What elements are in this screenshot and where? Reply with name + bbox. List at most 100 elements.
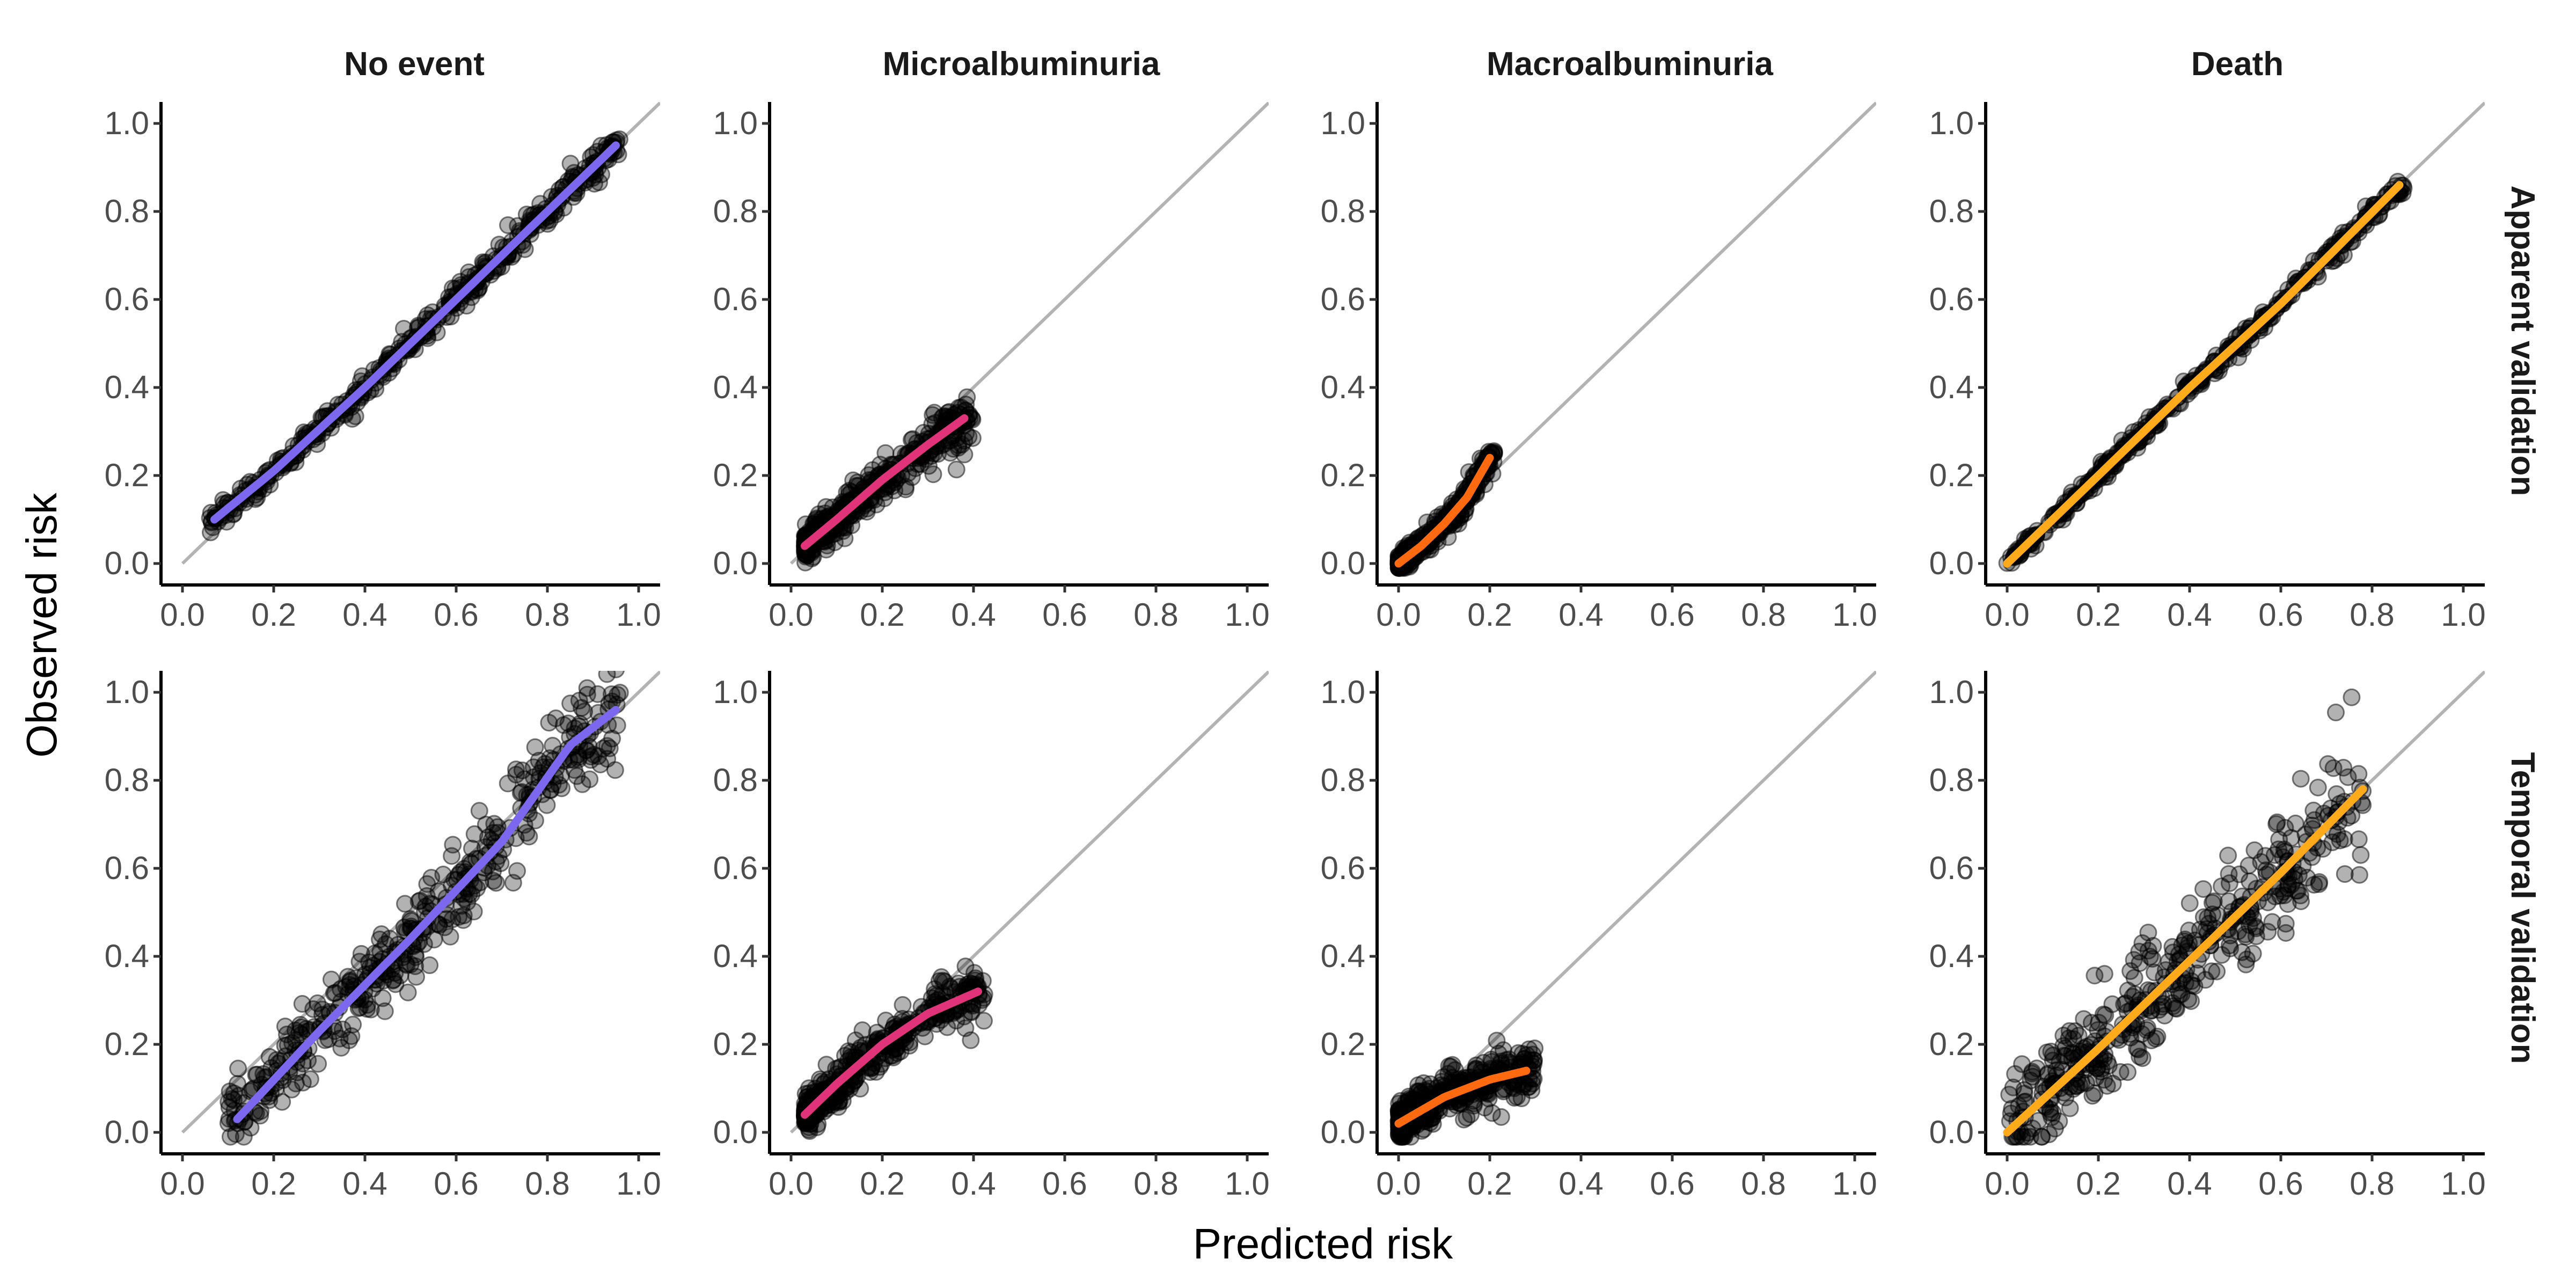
data-point <box>2350 866 2368 884</box>
data-point <box>947 460 965 479</box>
data-point <box>1488 1031 1506 1050</box>
x-tick-label: 0.2 <box>251 597 296 633</box>
facet-panels: 0.0 0.0 0.2 0.2 0.4 0.4 0.6 0.6 0.8 0.8 1.0 1.0 0.0 0… <box>105 102 2486 1202</box>
data-point <box>2096 1006 2114 1024</box>
data-point <box>942 979 961 998</box>
data-point <box>376 1002 394 1020</box>
data-point <box>463 885 481 904</box>
x-tick-label: 0.0 <box>769 597 813 633</box>
data-point <box>2336 865 2354 883</box>
y-tick-label: 0.0 <box>713 545 758 581</box>
y-tick-label: 0.4 <box>1321 369 1365 405</box>
y-tick-label: 0.4 <box>105 369 149 405</box>
reference-line <box>1397 671 1876 1134</box>
data-point <box>444 836 462 854</box>
x-tick-label: 0.8 <box>1741 1166 1785 1202</box>
data-point <box>894 996 912 1014</box>
data-point <box>2057 1047 2075 1065</box>
data-point <box>441 927 459 946</box>
panel-temporal-validation-macroalbuminuria: 0.0 0.0 0.2 0.2 0.4 0.4 0.6 0.6 0.8 0.8 1.0 1.0 <box>1321 671 1877 1202</box>
x-tick-label: 1.0 <box>2441 597 2485 633</box>
data-point <box>808 509 826 528</box>
data-point <box>926 414 945 432</box>
panel-apparent-validation-macroalbuminuria: 0.0 0.0 0.2 0.2 0.4 0.4 0.6 0.6 0.8 0.8 1.0 1.0 <box>1321 102 1877 633</box>
data-point <box>2310 875 2328 893</box>
y-tick-label: 0.2 <box>1929 1026 1974 1062</box>
panel-apparent-validation-no-event: 0.0 0.0 0.2 0.2 0.4 0.4 0.6 0.6 0.8 0.8 1.0 1.0 <box>105 102 661 633</box>
x-tick-label: 1.0 <box>1832 597 1877 633</box>
data-point <box>565 761 583 779</box>
y-tick-label: 0.6 <box>105 850 149 886</box>
data-point <box>470 802 488 820</box>
x-tick-label: 0.8 <box>525 1166 569 1202</box>
data-point <box>2252 853 2270 871</box>
column-title-no-event: No event <box>344 46 485 83</box>
x-tick-label: 0.4 <box>1558 1166 1603 1202</box>
y-tick-label: 0.2 <box>1321 457 1365 493</box>
x-tick-label: 0.2 <box>860 1166 904 1202</box>
x-tick-label: 0.8 <box>2350 1166 2394 1202</box>
x-tick-label: 0.0 <box>1985 1166 2029 1202</box>
data-point <box>2292 887 2310 905</box>
scatter-points <box>2000 688 2372 1146</box>
calibration-curve <box>2003 181 2404 568</box>
data-point <box>2335 830 2353 848</box>
data-point <box>920 457 938 475</box>
data-point <box>2350 830 2368 848</box>
y-tick-label: 0.0 <box>1929 1114 1974 1150</box>
calibration-curve <box>233 706 620 1123</box>
y-tick-label: 0.0 <box>1929 545 1974 581</box>
calibration-curve <box>801 414 969 550</box>
data-point <box>554 716 573 734</box>
x-tick-label: 0.2 <box>1467 597 1512 633</box>
x-tick-label: 0.6 <box>434 597 478 633</box>
data-point <box>578 679 596 697</box>
data-point <box>484 862 502 881</box>
panel-temporal-validation-death: 0.0 0.0 0.2 0.2 0.4 0.4 0.6 0.6 0.8 0.8 1.0 1.0 <box>1929 671 2486 1202</box>
data-point <box>1393 1128 1411 1146</box>
data-point <box>2324 759 2343 777</box>
y-tick-label: 0.4 <box>1321 938 1365 974</box>
data-point <box>955 445 974 464</box>
data-point <box>581 770 599 788</box>
data-point <box>340 1031 358 1049</box>
x-tick-label: 0.2 <box>860 597 904 633</box>
y-tick-label: 0.0 <box>105 545 149 581</box>
y-tick-label: 0.8 <box>1321 762 1365 798</box>
row-title-temporal-validation: Temporal validation <box>2504 752 2541 1064</box>
row-title-apparent-validation: Apparent validation <box>2504 186 2541 496</box>
data-point <box>2219 846 2237 865</box>
data-point <box>2263 913 2281 931</box>
panel-apparent-validation-microalbuminuria: 0.0 0.0 0.2 0.2 0.4 0.4 0.6 0.6 0.8 0.8 1.0 1.0 <box>713 102 1270 633</box>
column-title-macroalbuminuria: Macroalbuminuria <box>1487 46 1774 83</box>
data-point <box>926 980 944 998</box>
data-point <box>598 750 617 768</box>
data-point <box>2194 880 2213 898</box>
data-point <box>526 738 544 756</box>
data-point <box>235 1128 253 1146</box>
y-tick-label: 0.6 <box>713 850 758 886</box>
y-tick-label: 1.0 <box>713 674 758 710</box>
data-point <box>2119 1063 2137 1081</box>
y-tick-label: 0.8 <box>105 762 149 798</box>
y-tick-label: 1.0 <box>1321 105 1365 141</box>
data-point <box>975 1012 993 1030</box>
data-point <box>962 1003 980 1021</box>
y-tick-label: 1.0 <box>1321 674 1365 710</box>
data-point <box>407 968 426 986</box>
calibration-curve <box>1394 1066 1531 1128</box>
y-tick-label: 0.8 <box>713 762 758 798</box>
data-point <box>252 1102 270 1120</box>
x-tick-label: 0.2 <box>2076 1166 2120 1202</box>
panel-temporal-validation-microalbuminuria: 0.0 0.0 0.2 0.2 0.4 0.4 0.6 0.6 0.8 0.8 1.0 1.0 <box>713 671 1270 1202</box>
data-point <box>1479 1085 1497 1103</box>
x-tick-label: 0.6 <box>1650 597 1694 633</box>
x-tick-label: 0.4 <box>342 597 387 633</box>
data-point <box>1519 1078 1537 1096</box>
data-point <box>962 1031 980 1049</box>
x-tick-label: 0.6 <box>434 1166 478 1202</box>
data-point <box>411 891 429 910</box>
data-point <box>2085 967 2104 985</box>
y-tick-label: 0.6 <box>1929 281 1974 317</box>
